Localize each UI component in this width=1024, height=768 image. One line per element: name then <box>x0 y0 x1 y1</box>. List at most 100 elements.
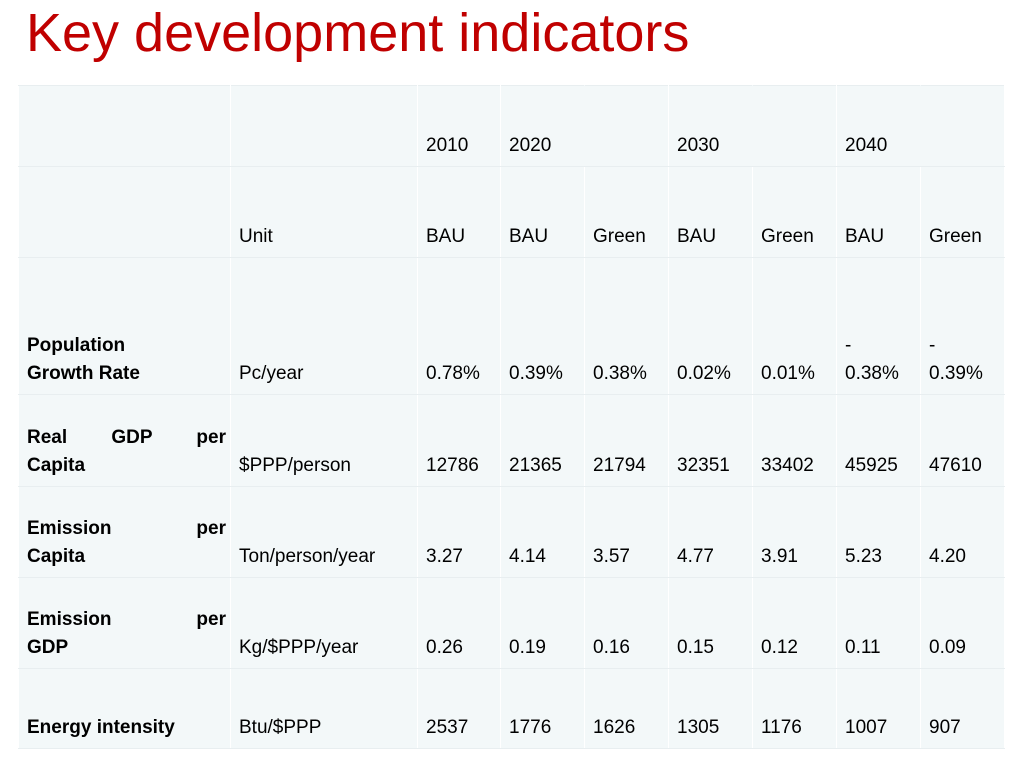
value-cell: 5.23 <box>836 486 921 578</box>
value-line2: 0.19 <box>509 637 546 658</box>
value-cell: 47610 <box>920 394 1005 487</box>
value-cell: - 0.39% <box>920 257 1005 395</box>
value-line2: 1626 <box>593 717 636 738</box>
value-line2: 0.16 <box>593 637 630 658</box>
value-cell: 0.19 <box>500 577 585 669</box>
indicator-name-line1: Emission per <box>27 609 226 630</box>
table-row: Emission per Capita Ton/person/year 3.27… <box>18 486 1005 578</box>
value-line1: - <box>929 335 936 356</box>
value-cell: 1305 <box>668 668 753 749</box>
unit-cell: Pc/year <box>230 257 418 395</box>
indicator-name-line1: Energy intensity <box>27 717 175 738</box>
value-cell: 0.16 <box>584 577 669 669</box>
value-cell: 1626 <box>584 668 669 749</box>
value-cell: 21794 <box>584 394 669 487</box>
scenario-header: Green <box>920 166 1005 258</box>
indicator-name: Emission per Capita <box>18 486 231 578</box>
value-line2: 45925 <box>845 455 898 476</box>
unit-cell: $PPP/person <box>230 394 418 487</box>
indicators-table: 2010 2020 2030 2040 Unit BAU BAU Green B… <box>18 85 1005 749</box>
value-line2: 2537 <box>426 717 469 738</box>
indicator-name-line1: Real GDP per <box>27 427 226 448</box>
value-cell: 0.02% <box>668 257 753 395</box>
indicator-name-line2: Capita <box>27 546 86 567</box>
value-line2: 0.39% <box>929 363 983 384</box>
table-row: Energy intensity Btu/$PPP 2537 1776 1626… <box>18 668 1005 749</box>
indicator-name: Emission per GDP <box>18 577 231 669</box>
unit-cell: Ton/person/year <box>230 486 418 578</box>
value-cell: 21365 <box>500 394 585 487</box>
year-header <box>584 85 669 167</box>
value-cell: 0.01% <box>752 257 837 395</box>
year-header-row: 2010 2020 2030 2040 <box>18 85 1005 167</box>
value-line2: 0.01% <box>761 363 815 384</box>
value-cell: 4.14 <box>500 486 585 578</box>
scenario-header: Green <box>752 166 837 258</box>
value-cell: 0.12 <box>752 577 837 669</box>
value-cell: 0.09 <box>920 577 1005 669</box>
year-header: 2040 <box>836 85 921 167</box>
value-cell: 45925 <box>836 394 921 487</box>
value-cell: 0.39% <box>500 257 585 395</box>
value-cell: 907 <box>920 668 1005 749</box>
indicator-name: Population Growth Rate <box>18 257 231 395</box>
scenario-header: BAU <box>668 166 753 258</box>
table-row: Real GDP per Capita $PPP/person 12786 21… <box>18 394 1005 487</box>
slide-title: Key development indicators <box>26 3 690 63</box>
value-line2: 3.27 <box>426 546 463 567</box>
empty-header-cell <box>18 85 231 167</box>
unit-header: Unit <box>230 166 418 258</box>
unit-cell: Kg/$PPP/year <box>230 577 418 669</box>
year-header: 2010 <box>417 85 501 167</box>
value-line2: 1776 <box>509 717 552 738</box>
year-header: 2020 <box>500 85 585 167</box>
value-line2: 0.12 <box>761 637 798 658</box>
value-cell: 0.11 <box>836 577 921 669</box>
indicator-name-line1: Population <box>27 335 126 356</box>
scenario-header-row: Unit BAU BAU Green BAU Green BAU Green <box>18 166 1005 258</box>
unit-cell: Btu/$PPP <box>230 668 418 749</box>
value-line2: 0.38% <box>593 363 647 384</box>
value-line2: 0.26 <box>426 637 463 658</box>
value-cell: 2537 <box>417 668 501 749</box>
table-row: Population Growth Rate Pc/year 0.78% 0.3… <box>18 257 1005 395</box>
value-line2: 4.20 <box>929 546 966 567</box>
indicator-name-line2: Growth Rate <box>27 363 140 384</box>
value-cell: 0.26 <box>417 577 501 669</box>
value-line2: 1305 <box>677 717 720 738</box>
value-cell: 4.77 <box>668 486 753 578</box>
value-line2: 0.11 <box>845 637 881 658</box>
value-cell: 33402 <box>752 394 837 487</box>
value-line2: 0.78% <box>426 363 480 384</box>
year-header: 2030 <box>668 85 753 167</box>
value-line2: 33402 <box>761 455 814 476</box>
value-cell: 4.20 <box>920 486 1005 578</box>
indicator-name-line1: Emission per <box>27 518 226 539</box>
value-line2: 47610 <box>929 455 982 476</box>
value-line1: - <box>845 335 852 356</box>
value-line2: 5.23 <box>845 546 882 567</box>
indicator-name-line2: GDP <box>27 637 69 658</box>
value-line2: 1176 <box>761 717 802 738</box>
value-line2: 32351 <box>677 455 730 476</box>
value-cell: 1176 <box>752 668 837 749</box>
scenario-header: BAU <box>836 166 921 258</box>
value-cell: 3.57 <box>584 486 669 578</box>
value-line2: 3.91 <box>761 546 798 567</box>
value-line2: 0.38% <box>845 363 899 384</box>
indicator-name: Energy intensity <box>18 668 231 749</box>
value-line2: 0.09 <box>929 637 966 658</box>
value-cell: 1776 <box>500 668 585 749</box>
value-line2: 12786 <box>426 455 479 476</box>
scenario-header: BAU <box>500 166 585 258</box>
value-cell: 1007 <box>836 668 921 749</box>
value-cell: 32351 <box>668 394 753 487</box>
value-line2: 21794 <box>593 455 646 476</box>
year-header <box>920 85 1005 167</box>
scenario-header: BAU <box>417 166 501 258</box>
value-cell: 0.15 <box>668 577 753 669</box>
value-line2: 1007 <box>845 717 888 738</box>
value-line2: 0.02% <box>677 363 731 384</box>
value-cell: 3.27 <box>417 486 501 578</box>
value-cell: 12786 <box>417 394 501 487</box>
